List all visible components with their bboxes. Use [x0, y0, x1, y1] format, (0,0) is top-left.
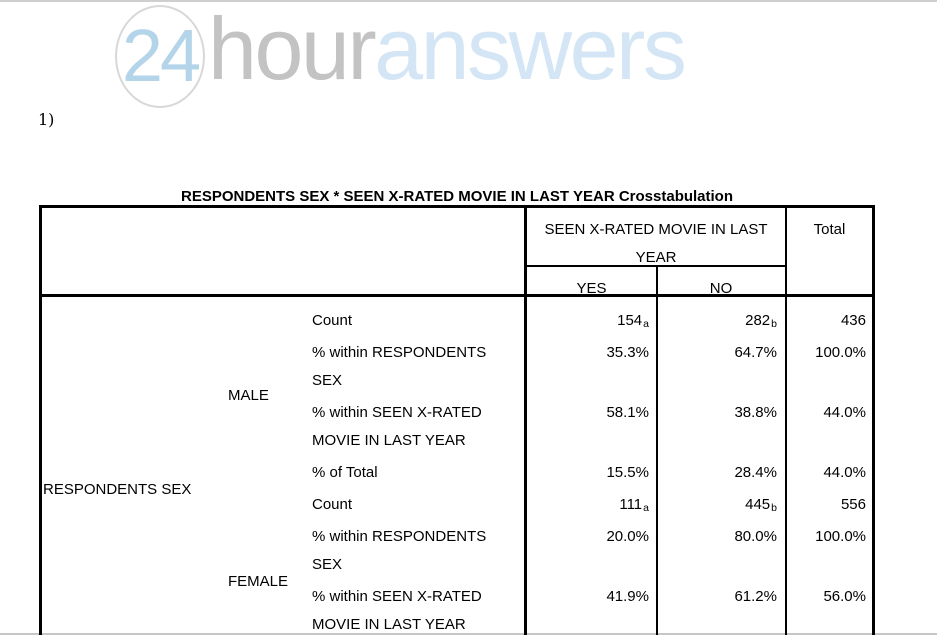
row-label-line2: MOVIE IN LAST YEAR: [312, 616, 466, 633]
row-label: % of Total: [312, 464, 378, 481]
row-label: % within RESPONDENTS: [312, 344, 487, 361]
stub-label: RESPONDENTS SEX: [43, 481, 192, 498]
cell-value: 56.0%: [823, 588, 866, 605]
crosstab-title: RESPONDENTS SEX * SEEN X-RATED MOVIE IN …: [180, 188, 734, 205]
header-bottom-border: [39, 294, 875, 297]
bottom-edge-divider: [0, 633, 937, 635]
category-male: MALE: [228, 387, 269, 404]
value-subscript: a: [643, 501, 649, 514]
value-number: 111: [619, 496, 643, 513]
cell-value: 44.0%: [823, 464, 866, 481]
span-header-line2: YEAR: [635, 249, 677, 266]
question-number: 1): [38, 110, 55, 129]
value-number: 445: [745, 496, 771, 513]
table-right-border: [872, 205, 875, 635]
cell-value: 61.2%: [734, 588, 777, 605]
logo-circle-icon: 24: [115, 5, 205, 108]
cell-value: 64.7%: [734, 344, 777, 361]
logo-number: 24: [121, 13, 201, 97]
cell-value: 111a: [619, 497, 649, 513]
logo-word-answers: answers: [374, 0, 687, 98]
cell-value: 436: [840, 312, 866, 329]
cell-value: 100.0%: [815, 344, 866, 361]
logo-word-hour: hour: [208, 0, 377, 98]
cell-value: 58.1%: [606, 404, 649, 421]
no-total-divider: [785, 205, 787, 635]
cell-value: 154a: [617, 313, 649, 329]
value-subscript: b: [771, 317, 777, 330]
cell-value: 556: [840, 496, 866, 513]
cell-value: 80.0%: [734, 528, 777, 545]
stub-divider: [524, 205, 527, 635]
row-label-line2: SEX: [312, 372, 343, 389]
row-label: % within RESPONDENTS: [312, 528, 487, 545]
logo-wordmark: houranswers: [208, 5, 687, 93]
yes-no-divider: [656, 266, 658, 635]
value-number: 154: [617, 312, 643, 329]
row-label: Count: [312, 496, 353, 513]
col-header-no: NO: [709, 280, 733, 297]
value-number: 282: [745, 312, 771, 329]
category-female: FEMALE: [228, 573, 289, 590]
cell-value: 100.0%: [815, 528, 866, 545]
cell-value: 38.8%: [734, 404, 777, 421]
table-left-border: [39, 205, 42, 635]
row-label: Count: [312, 312, 353, 329]
cell-value: 41.9%: [606, 588, 649, 605]
cell-value: 282b: [745, 313, 777, 329]
cell-value: 445b: [745, 497, 777, 513]
cell-value: 20.0%: [606, 528, 649, 545]
value-subscript: b: [771, 501, 777, 514]
col-header-yes: YES: [576, 280, 607, 297]
top-edge-divider: [0, 0, 937, 2]
cell-value: 35.3%: [606, 344, 649, 361]
span-header-underline: [527, 265, 786, 267]
cell-value: 28.4%: [734, 464, 777, 481]
row-label-line2: SEX: [312, 556, 343, 573]
table-top-border: [39, 205, 875, 208]
value-subscript: a: [643, 317, 649, 330]
row-label: % within SEEN X-RATED: [312, 404, 482, 421]
row-label-line2: MOVIE IN LAST YEAR: [312, 432, 466, 449]
cell-value: 44.0%: [823, 404, 866, 421]
row-label: % within SEEN X-RATED: [312, 588, 482, 605]
col-header-total: Total: [813, 221, 846, 238]
cell-value: 15.5%: [606, 464, 649, 481]
span-header-line1: SEEN X-RATED MOVIE IN LAST: [544, 221, 768, 238]
